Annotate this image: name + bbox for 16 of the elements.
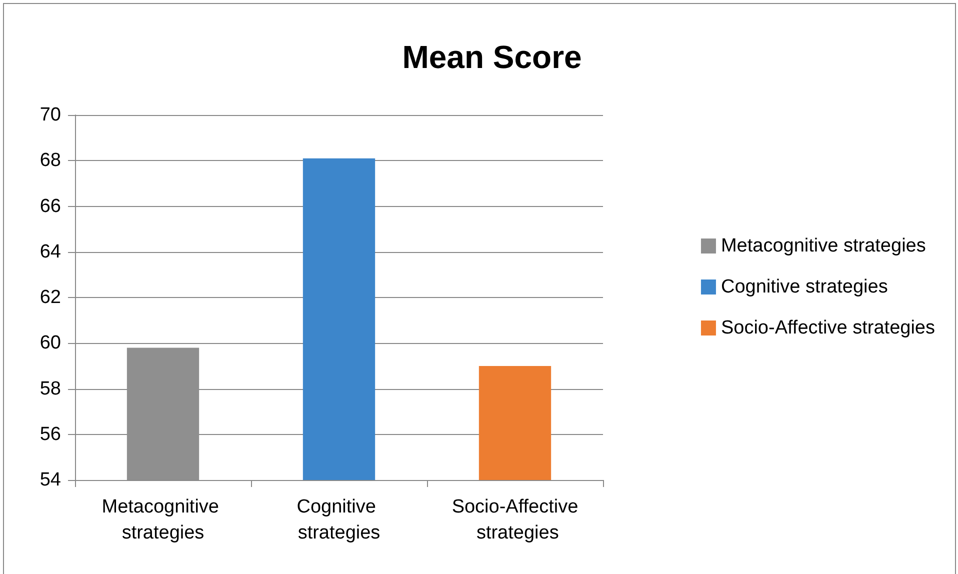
y-tick-label: 60 bbox=[40, 332, 61, 354]
y-tick-label: 66 bbox=[40, 196, 61, 217]
y-tick-label: 56 bbox=[40, 424, 61, 445]
x-tick-label: Metacognitive strategies bbox=[102, 496, 224, 544]
legend-label: Cognitive strategies bbox=[720, 276, 888, 298]
y-tick-label: 70 bbox=[40, 104, 61, 126]
x-tick-label: Socio-Affective strategies bbox=[452, 496, 578, 544]
y-tick-label: 68 bbox=[40, 150, 61, 172]
y-tick-label: 64 bbox=[40, 241, 62, 262]
chart-title: Mean Score bbox=[402, 39, 582, 75]
y-tick-label: 62 bbox=[40, 287, 61, 308]
x-tick-label: Cognitive strategies bbox=[296, 496, 382, 544]
y-tick-label: 54 bbox=[40, 470, 62, 490]
legend-label: Socio-Affective strategies bbox=[720, 318, 936, 338]
legend-label: Metacognitive strategies bbox=[720, 236, 926, 256]
y-tick-label: 58 bbox=[40, 378, 61, 400]
